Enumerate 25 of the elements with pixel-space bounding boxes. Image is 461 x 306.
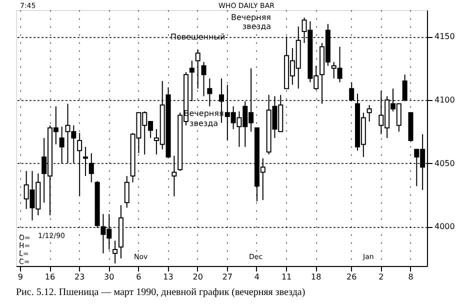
x-tick-label: 6 [136, 272, 142, 282]
x-tick-label: 18 [311, 272, 322, 282]
x-tick-label: 9 [18, 272, 23, 282]
text: Рис. 5.12. Пшеница — март 1990, дневной график (вечерняя звезда) [16, 287, 306, 298]
x-tick-label: 30 [104, 272, 114, 282]
x-tick-label: 20 [192, 272, 203, 282]
x-tick-label: 27 [222, 272, 233, 282]
x-tick-label: 4 [254, 272, 260, 282]
x-tick-label: 23 [74, 272, 85, 282]
x-tick-label: 2 [378, 272, 384, 282]
y-tick-label: 4100 [434, 95, 455, 104]
candlestick [124, 176, 130, 208]
annotation: Вечерняя звезда [231, 13, 272, 31]
x-tick-label: 11 [281, 272, 292, 282]
candlestick [201, 61, 206, 97]
annotation: Повешенный [170, 32, 226, 42]
x-tick-label: 26 [346, 272, 357, 282]
candlestick [112, 240, 118, 264]
candlestick [366, 104, 372, 122]
x-tick-label: 16 [44, 272, 56, 282]
y-tick-label: 4150 [434, 32, 455, 42]
y-tick-label: 4050 [434, 158, 455, 168]
x-tick-label: 8 [408, 272, 414, 282]
y-tick-label: 4000 [434, 222, 455, 232]
x-tick-label: 13 [163, 272, 174, 282]
